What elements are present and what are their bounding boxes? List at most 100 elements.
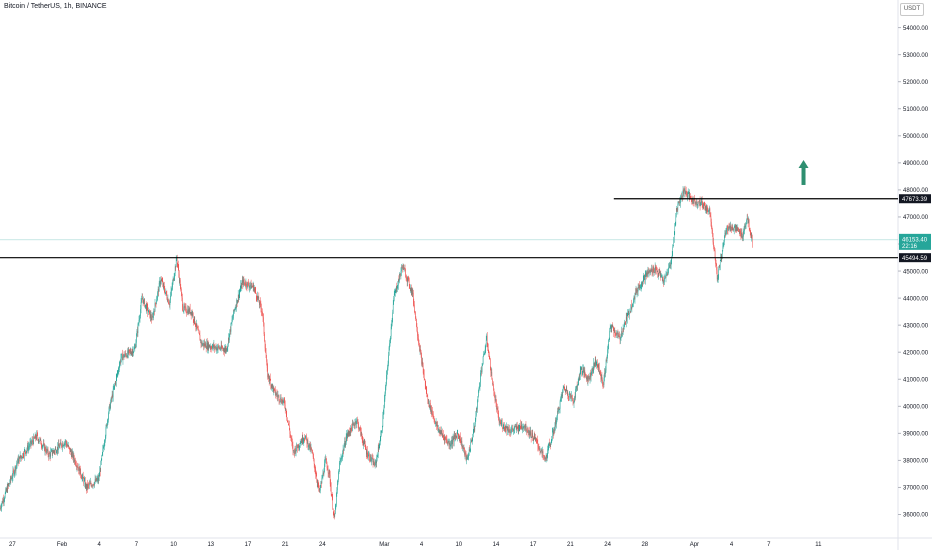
- candle-body: [386, 375, 387, 384]
- candle-body: [639, 285, 640, 289]
- candle-body: [553, 431, 554, 434]
- candle-body: [150, 314, 151, 318]
- candle-body: [687, 196, 688, 197]
- candle-body: [314, 464, 315, 469]
- candle-body: [401, 271, 402, 275]
- candle-body: [508, 427, 509, 430]
- candle-body: [724, 237, 725, 242]
- candle-body: [208, 343, 209, 350]
- candle-body: [186, 307, 187, 312]
- candle-body: [702, 201, 703, 204]
- candle-body: [266, 353, 267, 358]
- candle-body: [446, 439, 447, 440]
- candle-body: [280, 401, 281, 402]
- candle-body: [747, 218, 748, 219]
- candle-body: [697, 204, 698, 205]
- candle-body: [444, 437, 445, 441]
- candle-body: [119, 370, 120, 371]
- candle-body: [663, 279, 664, 281]
- candle-body: [264, 323, 265, 334]
- candle-body: [547, 456, 548, 457]
- candle-body: [598, 365, 599, 368]
- x-tick-label: 27: [9, 542, 16, 548]
- candle-body: [707, 205, 708, 208]
- candle-body: [312, 452, 313, 453]
- candle-body: [49, 453, 50, 457]
- candle-body: [163, 282, 164, 286]
- candle-body: [114, 386, 115, 389]
- candle-body: [355, 423, 356, 426]
- currency-badge[interactable]: USDT: [900, 3, 924, 16]
- candle-body: [180, 280, 181, 288]
- candle-body: [600, 372, 601, 375]
- candle-body: [202, 344, 203, 345]
- candle-body: [67, 446, 68, 447]
- candle-body: [138, 323, 139, 324]
- candle-body: [167, 294, 168, 298]
- candle-body: [135, 347, 136, 349]
- candle-body: [686, 192, 687, 193]
- candle-body: [742, 233, 743, 239]
- candle-body: [700, 203, 701, 206]
- arrow-up-icon[interactable]: [799, 160, 809, 185]
- candle-body: [154, 312, 155, 313]
- candle-body: [453, 437, 454, 441]
- candle-body: [168, 299, 169, 303]
- candle-body: [681, 197, 682, 198]
- candle-body: [605, 373, 606, 374]
- candle-body: [274, 388, 275, 389]
- candle-body: [428, 397, 429, 401]
- candle-body: [632, 307, 633, 309]
- candle-body: [228, 344, 229, 347]
- candle-body: [305, 439, 306, 440]
- candle-body: [70, 448, 71, 452]
- candle-body: [226, 348, 227, 351]
- candle-body: [168, 299, 169, 301]
- candle-body: [3, 499, 4, 503]
- candle-body: [418, 336, 419, 339]
- candle-body: [613, 327, 614, 331]
- candle-body: [610, 326, 611, 327]
- candle-body: [477, 402, 478, 410]
- candle-body: [444, 437, 445, 438]
- candle-body: [725, 233, 726, 237]
- candle-body: [122, 354, 123, 355]
- candle-body: [272, 385, 273, 388]
- candle-body: [225, 348, 226, 350]
- candle-body: [747, 218, 748, 220]
- candle-body: [183, 307, 184, 311]
- candle-body: [291, 435, 292, 438]
- candle-body: [749, 220, 750, 228]
- candle-body: [326, 459, 327, 464]
- candle-body: [606, 360, 607, 370]
- candle-body: [561, 398, 562, 399]
- candle-body: [396, 289, 397, 293]
- candle-body: [517, 426, 518, 427]
- candle-body: [709, 208, 710, 210]
- candle-body: [642, 282, 643, 284]
- candle-body: [311, 448, 312, 450]
- candle-body: [406, 277, 407, 278]
- candle-body: [63, 443, 64, 446]
- candle-body: [388, 364, 389, 368]
- candle-body: [206, 348, 207, 349]
- candle-body: [251, 283, 252, 289]
- candle-body: [220, 348, 221, 349]
- candle-body: [637, 290, 638, 292]
- candle-body: [528, 430, 529, 433]
- candle-body: [196, 326, 197, 327]
- candle-body: [172, 282, 173, 287]
- candle-body: [110, 403, 111, 409]
- candle-body: [485, 346, 486, 349]
- candle-body: [215, 347, 216, 348]
- candle-body: [690, 194, 691, 199]
- candle-body: [396, 287, 397, 289]
- candle-body: [69, 447, 70, 448]
- candle-body: [30, 443, 31, 446]
- candle-body: [557, 411, 558, 416]
- candle-body: [236, 300, 237, 307]
- x-tick-label: 13: [207, 542, 214, 548]
- candle-body: [84, 480, 85, 483]
